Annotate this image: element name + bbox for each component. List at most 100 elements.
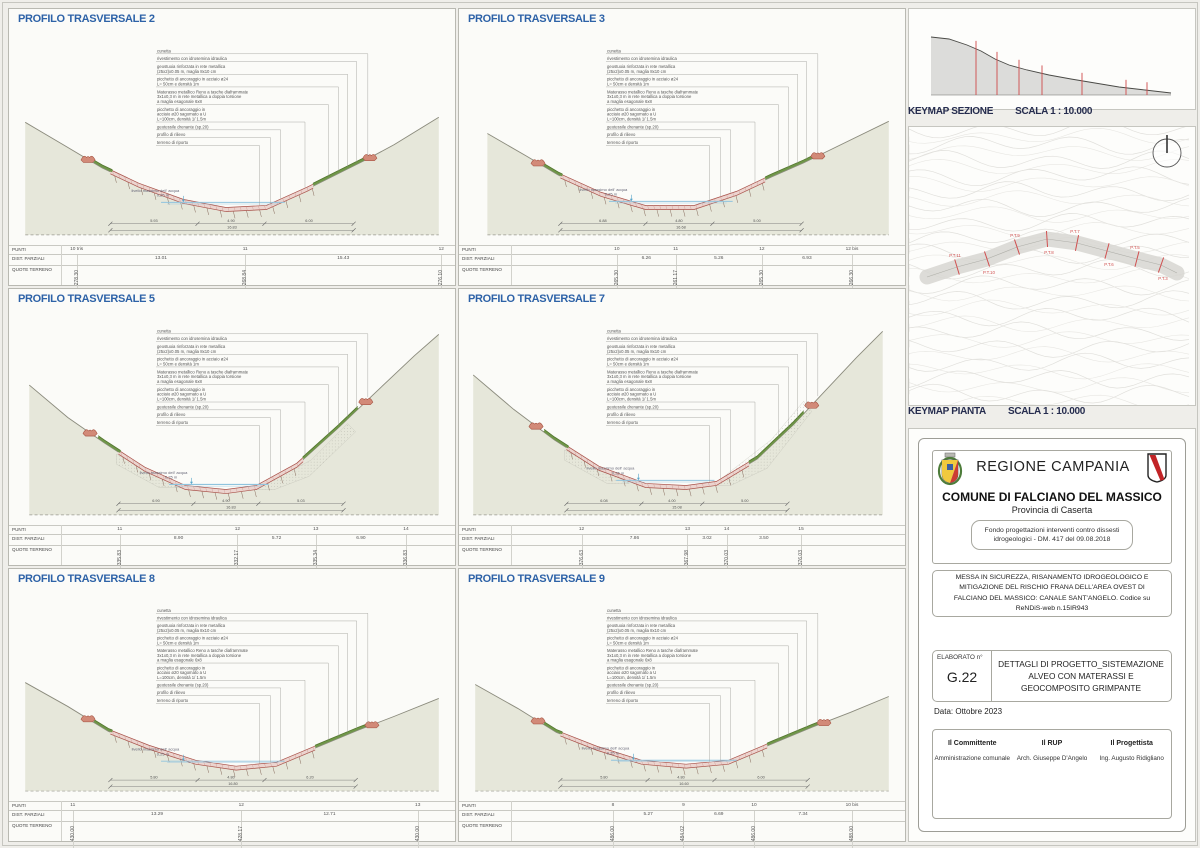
rup-label: Il RUP — [1041, 740, 1063, 747]
svg-text:livello massimo dell' acqua: livello massimo dell' acqua — [132, 747, 180, 752]
quota-terreno-value: 335.83 — [116, 549, 123, 565]
title-block-header: REGIONE CAMPANIA COMUNE DI FALCIANO DEL … — [932, 450, 1172, 564]
svg-text:L=100cm, densità 1/ 1.5m: L=100cm, densità 1/ 1.5m — [157, 397, 206, 402]
punto-value: 12 bis — [845, 247, 859, 252]
svg-text:profilo di rilievo: profilo di rilievo — [157, 690, 186, 695]
svg-text:terreno di riporto: terreno di riporto — [607, 140, 639, 145]
svg-text:geotessile drenante (sp.20): geotessile drenante (sp.20) — [157, 404, 209, 409]
svg-text:5.03: 5.03 — [297, 499, 304, 503]
keymap-pianta-box: P.T.11 P.T.10 P.T.9 P.T.8 P.T.7 P.T.6 P.T.5 P.T… — [908, 118, 1196, 411]
punto-value: 8 — [611, 803, 615, 808]
elaborato-box: ELABORATO n° G.22 DETTAGLI DI PROGETTO_S… — [932, 650, 1172, 702]
quota-terreno-value: 335.34 — [312, 549, 319, 565]
table-row: QUOTE TERRENO 486.00 484.02 486.00 488.00 — [459, 821, 905, 842]
svg-text:16.60: 16.60 — [679, 782, 689, 786]
svg-text:cunetta: cunetta — [607, 48, 622, 53]
keymap-pianta-scale: SCALA 1 : 10.000 — [1007, 406, 1086, 417]
progettista-name: Ing. Augusto Ridigliano — [1099, 755, 1164, 762]
profile-data-table: PUNTI 10 11 12 12 bis DIST. PARZIALI 6.26 5.26 6… — [459, 245, 905, 297]
punto-value: 11 — [673, 247, 679, 252]
svg-text:5.80: 5.80 — [150, 775, 157, 779]
punto-value: 14 — [403, 527, 409, 532]
quota-terreno-value: 488.00 — [849, 825, 856, 841]
svg-text:geostuoia rinforzata in rete m: geostuoia rinforzata in rete metallica — [157, 344, 226, 349]
svg-text:4.80: 4.80 — [227, 775, 234, 779]
svg-text:acciaio ø20 sagomato a U: acciaio ø20 sagomato a U — [607, 670, 656, 675]
table-row-label: QUOTE TERRENO — [462, 267, 502, 272]
punto-value: 11 — [242, 247, 248, 252]
svg-text:profilo di rilievo: profilo di rilievo — [607, 132, 636, 137]
quota-terreno-value: 332.17 — [234, 549, 241, 565]
svg-text:Materasso metallico Reno a tas: Materasso metallico Reno a tasche diafra… — [157, 369, 249, 374]
dist-parziale-value: 8.90 — [173, 536, 184, 541]
quota-terreno-value: 486.00 — [609, 825, 616, 841]
punto-value: 12 — [578, 527, 585, 532]
keymap-pianta-drawing: P.T.11 P.T.10 P.T.9 P.T.8 P.T.7 P.T.6 P.T.5 P.T… — [908, 118, 1190, 411]
svg-text:4.00: 4.00 — [668, 499, 675, 503]
svg-text:L=100cm, densità 1/ 1.5m: L=100cm, densità 1/ 1.5m — [157, 675, 206, 680]
punto-value: 15 — [798, 527, 804, 532]
svg-text:picchetto di ancoraggio in: picchetto di ancoraggio in — [607, 107, 656, 112]
table-row-label: PUNTI — [12, 527, 26, 532]
table-row: PUNTI 12 13 14 15 — [459, 525, 905, 535]
svg-text:L=100cm, densità 1/ 1.5m: L=100cm, densità 1/ 1.5m — [607, 397, 656, 402]
table-row-label: PUNTI — [462, 803, 476, 808]
svg-text:16.83: 16.83 — [227, 226, 237, 230]
svg-text:3x1x0,3 m in rete metallica a: 3x1x0,3 m in rete metallica a doppia tor… — [157, 653, 242, 658]
svg-text:4.80: 4.80 — [677, 775, 684, 779]
profile-panel-7: PROFILO TRASVERSALE 7 livello massimo de… — [458, 288, 906, 577]
dist-parziale-value: 15.43 — [337, 256, 350, 261]
svg-text:a maglia esagonale 6x8: a maglia esagonale 6x8 — [607, 379, 653, 384]
svg-text:6.00: 6.00 — [757, 775, 764, 779]
svg-text:0,25 m: 0,25 m — [165, 475, 178, 480]
svg-text:terreno di riporto: terreno di riporto — [607, 698, 639, 703]
title-block-border: REGIONE CAMPANIA COMUNE DI FALCIANO DEL … — [918, 438, 1186, 832]
svg-text:0,25 m: 0,25 m — [605, 192, 618, 197]
quota-terreno-value: 276.10 — [438, 269, 445, 285]
svg-text:3x1x0,3 m in rete metallica a: 3x1x0,3 m in rete metallica a doppia tor… — [607, 94, 692, 99]
dist-parziale-value: 6.90 — [356, 536, 366, 541]
svg-text:acciaio ø20 sagomato a U: acciaio ø20 sagomato a U — [607, 392, 656, 397]
dist-parziale-value: 13.29 — [151, 812, 164, 817]
table-row-label: DIST. PARZIALI — [12, 812, 45, 817]
section-mark-label: P.T.7 — [1070, 229, 1080, 234]
section-mark-label: P.T.11 — [949, 253, 961, 258]
svg-text:picchetto di ancoraggio in acc: picchetto di ancoraggio in acciaio ø24 — [607, 77, 679, 82]
svg-text:L=100cm, densità 1/ 1.5m: L=100cm, densità 1/ 1.5m — [157, 117, 206, 122]
funding-note: Fondo progettazioni interventi contro di… — [971, 520, 1133, 550]
table-row: PUNTI 11 12 13 — [9, 801, 455, 811]
title-block: REGIONE CAMPANIA COMUNE DI FALCIANO DEL … — [908, 428, 1196, 842]
svg-text:0,25 m: 0,25 m — [612, 471, 625, 476]
keymap-pianta-label: KEYMAP PIANTA — [908, 406, 986, 417]
svg-text:livello massimo dell' acqua: livello massimo dell' acqua — [587, 466, 636, 471]
quota-terreno-value: 370.03 — [723, 549, 730, 565]
quota-terreno-value: 265.30 — [613, 269, 620, 285]
punto-value: 13 — [313, 527, 319, 532]
svg-text:cunetta: cunetta — [157, 328, 172, 333]
profile-panel-3: PROFILO TRASVERSALE 3 livello massimo de… — [458, 8, 906, 297]
svg-text:acciaio ø20 sagomato a U: acciaio ø20 sagomato a U — [157, 112, 206, 117]
quota-terreno-value: 278.30 — [73, 269, 80, 285]
project-description: MESSA IN SICUREZZA, RISANAMENTO IDROGEOL… — [932, 570, 1172, 617]
svg-text:livello massimo dell' acqua: livello massimo dell' acqua — [132, 188, 181, 193]
punto-value: 10 — [614, 247, 620, 252]
progettista-label: Il Progettista — [1110, 740, 1153, 747]
svg-text:5.00: 5.00 — [753, 219, 760, 223]
svg-text:profilo di rilievo: profilo di rilievo — [607, 690, 636, 695]
drawing-title: DETTAGLI DI PROGETTO_SISTEMAZIONE ALVEO … — [998, 658, 1164, 693]
quota-terreno-value: 367.98 — [684, 549, 691, 565]
quota-terreno-value: 484.02 — [680, 825, 687, 841]
profile-panel-5: PROFILO TRASVERSALE 5 livello massimo de… — [8, 288, 456, 577]
svg-text:cunetta: cunetta — [157, 608, 172, 613]
section-mark-label: P.T.6 — [1104, 262, 1114, 267]
svg-text:cunetta: cunetta — [607, 608, 622, 613]
svg-text:geostuoia rinforzata in rete m: geostuoia rinforzata in rete metallica — [157, 64, 226, 69]
svg-text:cunetta: cunetta — [157, 48, 172, 53]
svg-text:6.00: 6.00 — [305, 219, 312, 223]
table-row: PUNTI 10 11 12 12 bis — [459, 245, 905, 255]
panel-title: PROFILO TRASVERSALE 3 — [468, 13, 605, 25]
dist-parziale-value: 3.50 — [759, 536, 769, 541]
elaborato-code-cell: ELABORATO n° G.22 — [933, 651, 992, 701]
table-row: QUOTE TERRENO 335.83 332.17 335.34 336.83 — [9, 545, 455, 566]
